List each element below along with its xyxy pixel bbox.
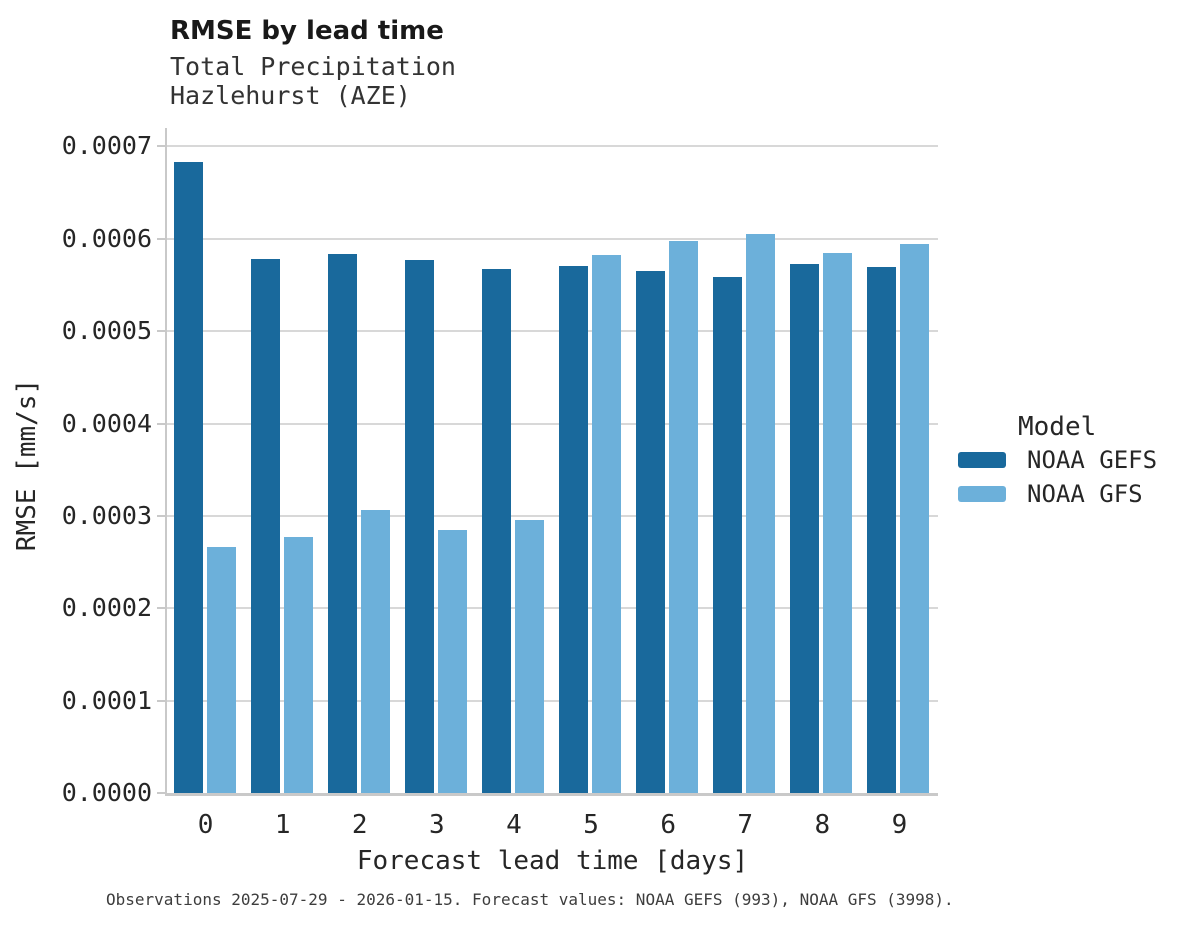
x-tick-label-2: 2 [351, 810, 368, 840]
bar-noaa-gefs-lead0 [173, 162, 203, 793]
x-tick-label-7: 7 [737, 810, 754, 840]
y-tick-mark-0.0004 [157, 422, 165, 425]
legend-title: Model [1018, 412, 1097, 442]
y-tick-label-0.0006: 0.0006 [61, 223, 152, 253]
x-tick-label-4: 4 [506, 810, 522, 840]
y-tick-mark-0.0003 [157, 514, 165, 517]
bar-noaa-gfs-lead3 [437, 529, 467, 793]
y-tick-label-0.0005: 0.0005 [61, 316, 152, 346]
bar-noaa-gefs-lead9 [867, 266, 897, 793]
legend-swatch-icon [958, 452, 1006, 468]
x-tick-label-5: 5 [583, 810, 599, 840]
gridline-0.0007 [167, 145, 938, 148]
gridline-0.0006 [167, 237, 938, 240]
y-tick-mark-0.0001 [157, 699, 165, 702]
bar-noaa-gefs-lead7 [713, 276, 743, 793]
y-tick-label-0.0004: 0.0004 [61, 408, 152, 438]
bar-noaa-gefs-lead1 [250, 259, 280, 793]
x-axis-baseline [165, 793, 938, 796]
x-tick-label-3: 3 [429, 810, 445, 840]
legend-item-noaa-gfs: NOAA GFS [958, 478, 1173, 510]
bar-noaa-gfs-lead5 [592, 254, 622, 793]
x-tick-label-0: 0 [197, 810, 214, 840]
legend-swatch-icon [958, 486, 1006, 502]
bar-noaa-gefs-lead6 [636, 271, 666, 793]
subtitle-variable: Total Precipitation [170, 52, 456, 81]
bar-noaa-gefs-lead2 [327, 253, 357, 793]
subtitle-location: Hazlehurst (AZE) [170, 81, 411, 110]
gridline-0.0001 [167, 699, 938, 702]
y-tick-mark-0.0000 [157, 792, 165, 794]
y-tick-label-0.0000: 0.0000 [61, 778, 152, 807]
bar-noaa-gefs-lead8 [790, 263, 820, 793]
x-tick-label-9: 9 [891, 810, 908, 840]
y-tick-mark-0.0005 [157, 330, 165, 333]
plot-area [167, 128, 938, 793]
legend: Model NOAA GEFS NOAA GFS [958, 412, 1173, 510]
bar-noaa-gfs-lead8 [823, 252, 853, 793]
bar-noaa-gefs-lead4 [481, 269, 511, 793]
x-tick-label-8: 8 [814, 810, 831, 840]
y-tick-label-0.0001: 0.0001 [61, 685, 152, 715]
x-tick-label-1: 1 [274, 810, 291, 840]
bar-noaa-gfs-lead1 [283, 537, 313, 793]
y-tick-label-0.0003: 0.0003 [61, 500, 152, 530]
gridline-0.0002 [167, 607, 938, 610]
y-tick-mark-0.0002 [157, 607, 165, 610]
legend-label: NOAA GEFS [1027, 446, 1158, 474]
legend-label: NOAA GFS [1027, 480, 1143, 508]
chart-subtitle: Total Precipitation Hazlehurst (AZE) [170, 52, 456, 110]
y-tick-mark-0.0006 [157, 237, 165, 240]
y-tick-label-0.0007: 0.0007 [61, 131, 152, 161]
y-axis-spine [165, 128, 167, 796]
y-tick-mark-0.0007 [157, 145, 165, 148]
gridline-0.0005 [167, 330, 938, 333]
bar-noaa-gfs-lead4 [514, 519, 544, 793]
bar-noaa-gefs-lead5 [559, 265, 589, 793]
x-tick-label-6: 6 [660, 810, 676, 840]
gridline-0.0003 [167, 514, 938, 517]
y-tick-label-0.0002: 0.0002 [61, 593, 152, 623]
bar-noaa-gfs-lead0 [206, 547, 236, 793]
bar-noaa-gfs-lead9 [900, 244, 930, 793]
chart-title: RMSE by lead time [170, 16, 444, 46]
bar-noaa-gfs-lead2 [360, 509, 390, 793]
legend-item-noaa-gefs: NOAA GEFS [958, 444, 1173, 476]
gridline-0.0004 [167, 422, 938, 425]
bar-noaa-gefs-lead3 [404, 260, 434, 793]
chart-caption: Observations 2025-07-29 - 2026-01-15. Fo… [106, 890, 954, 909]
bar-noaa-gfs-lead7 [746, 234, 776, 793]
x-axis-label: Forecast lead time [days] [356, 846, 749, 876]
chart-header: RMSE by lead time Total Precipitation Ha… [170, 16, 456, 110]
bar-noaa-gfs-lead6 [669, 240, 699, 793]
